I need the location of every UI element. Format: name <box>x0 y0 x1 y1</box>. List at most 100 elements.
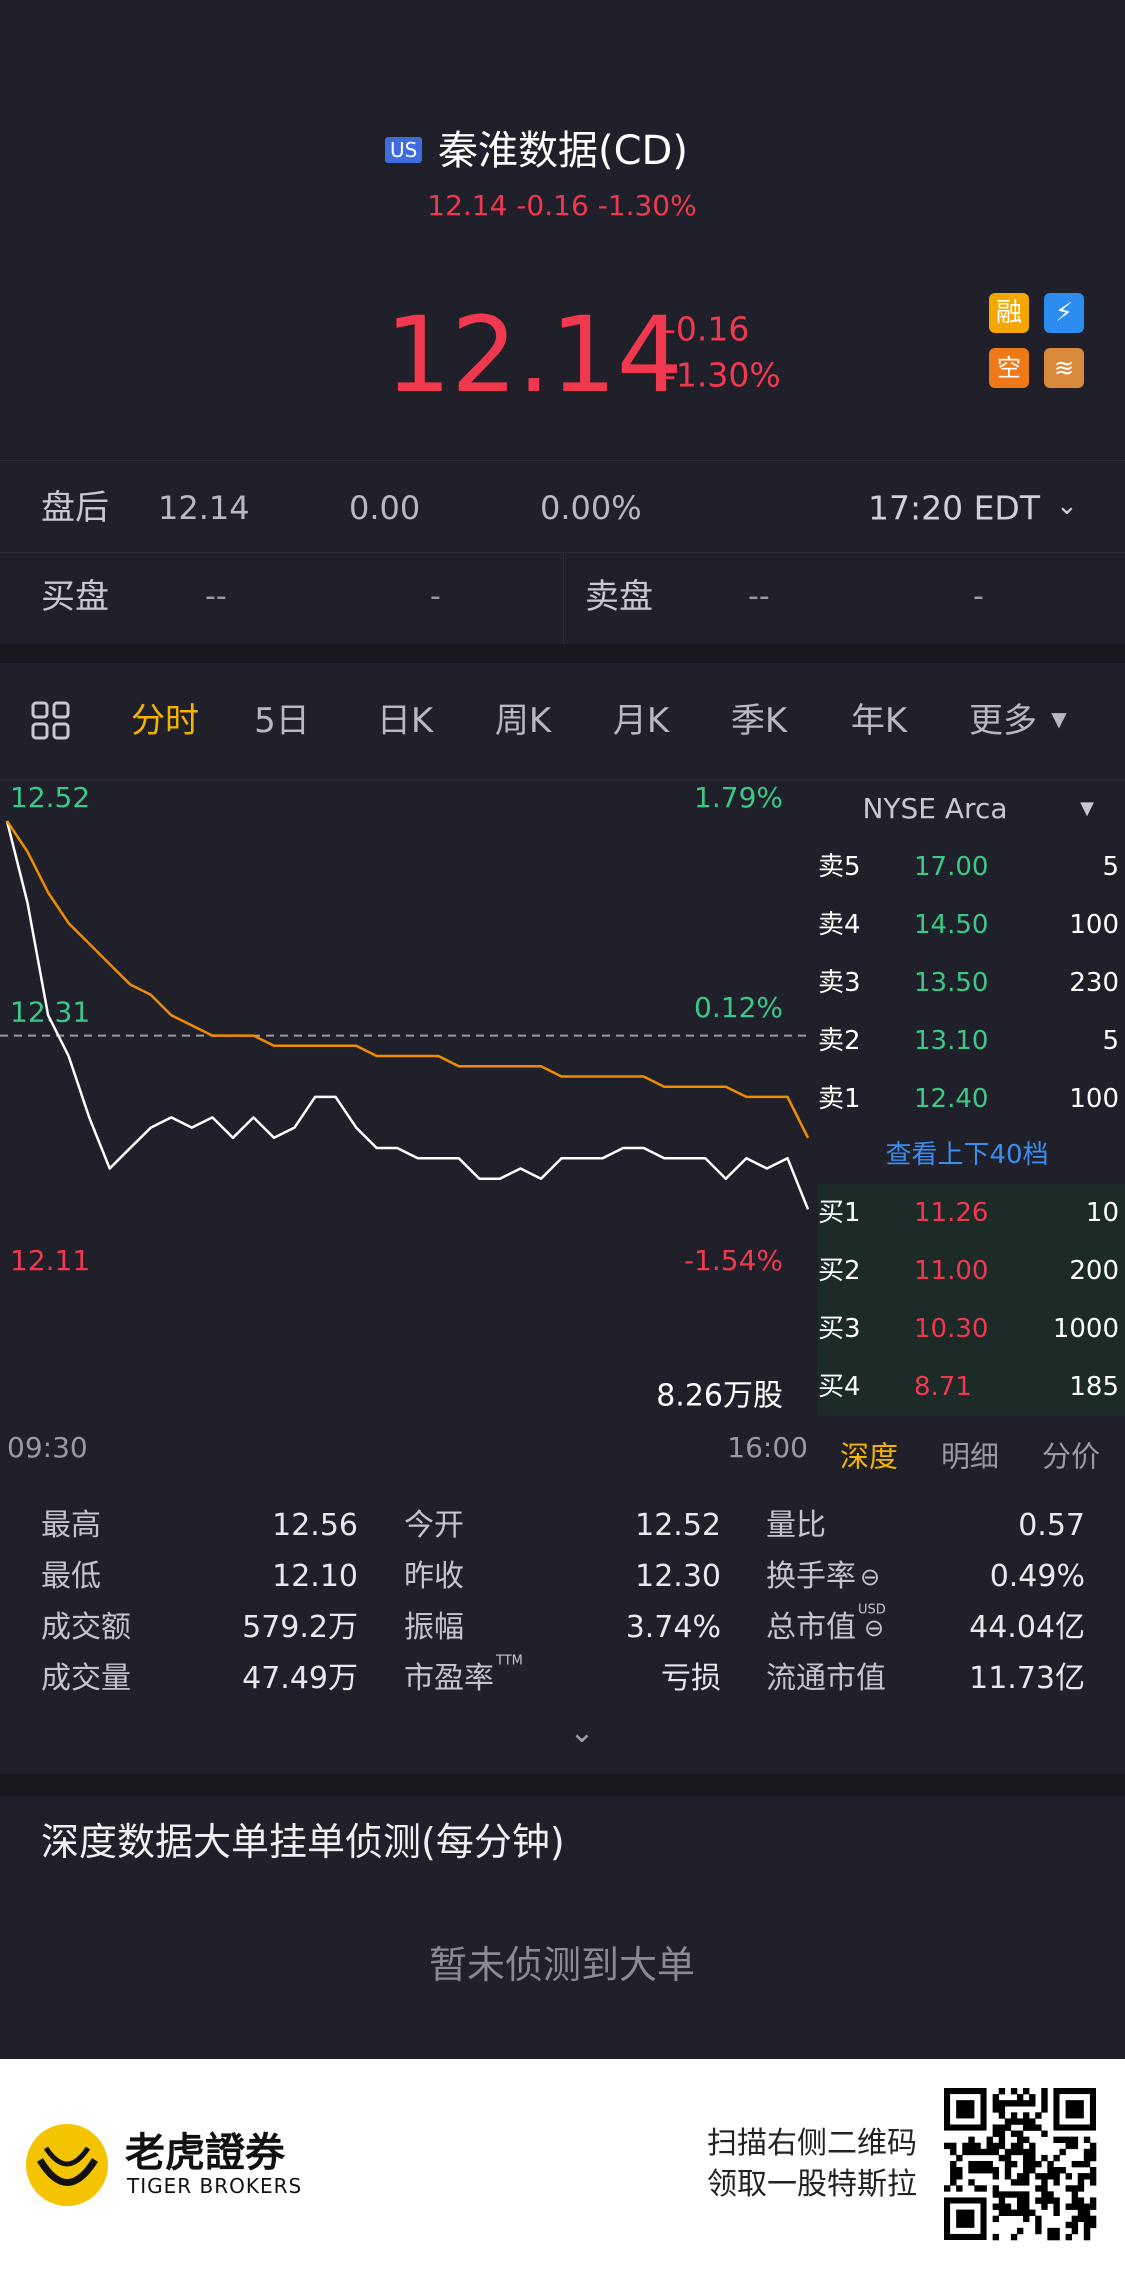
margin-icon[interactable]: 融 <box>989 293 1029 333</box>
header-quote: 12.14 -0.16 -1.30% <box>427 189 697 222</box>
stat-value: 11.73亿 <box>969 1661 1085 1696</box>
promo-line: 领取一股特斯拉 <box>707 2167 917 2202</box>
bid-price: 8.71 <box>914 1372 972 1402</box>
bid-level: 买4 <box>818 1372 861 1402</box>
exchange-arrow[interactable]: ▼ <box>1080 798 1094 819</box>
ask-price: 14.50 <box>914 910 989 940</box>
stat-value: 47.49万 <box>242 1661 358 1696</box>
bid-level: 买2 <box>818 1256 861 1286</box>
bid-size: 1000 <box>1052 1314 1119 1344</box>
divider <box>0 552 1125 553</box>
ask-level: 卖4 <box>818 910 861 940</box>
stat-value: 12.10 <box>272 1559 358 1594</box>
price-line <box>5 820 810 1139</box>
brand-name-en: TIGER BROKERS <box>127 2174 303 2198</box>
stat-value: 3.74% <box>625 1610 721 1645</box>
more-levels[interactable]: 查看上下40档 <box>885 1140 1049 1170</box>
ask-price: 13.10 <box>914 1026 989 1056</box>
section-gap <box>0 644 1125 663</box>
info-icon[interactable]: ⊖ <box>860 1563 881 1591</box>
stat-label: 振幅 <box>404 1610 464 1645</box>
x-tick-label: 09:30 <box>7 1431 88 1464</box>
grid-menu-icon[interactable] <box>31 701 70 740</box>
bid-price: 10.30 <box>914 1314 989 1344</box>
ask-size: 5 <box>1102 852 1119 882</box>
bid-size: 10 <box>1085 1198 1119 1228</box>
stat-value: 44.04亿 <box>969 1610 1085 1645</box>
brand-name: 老虎證券 <box>125 2130 285 2176</box>
bid-label: 买盘 <box>41 577 109 617</box>
ask-price: -- <box>748 579 770 614</box>
tab[interactable]: 周K <box>494 701 552 741</box>
expand-chevron[interactable]: ⌄ <box>569 1715 595 1750</box>
stat-label-sup: TTM <box>496 1653 523 1669</box>
bid-level: 买3 <box>818 1314 861 1344</box>
y2-tick-label: 1.79% <box>694 781 783 814</box>
stat-value: 579.2万 <box>242 1610 358 1645</box>
y2-tick-label: 0.12% <box>694 991 783 1024</box>
stock-title: 秦淮数据(CD) <box>438 128 688 174</box>
tab[interactable]: 日K <box>376 701 434 741</box>
divider <box>563 552 564 644</box>
ask-size: - <box>973 579 984 614</box>
after-hours-label: 盘后 <box>41 488 109 528</box>
y2-tick-label: -1.54% <box>684 1244 783 1277</box>
tab[interactable]: 分时 <box>131 701 199 741</box>
tab-dropdown-arrow[interactable]: ▼ <box>1051 707 1067 731</box>
stat-label: 最高 <box>41 1508 101 1543</box>
after-hours-change: 0.00 <box>349 489 421 527</box>
tab[interactable]: 更多 <box>969 701 1037 741</box>
price-change: -0.16 <box>664 309 750 349</box>
tab[interactable]: 年K <box>850 701 908 741</box>
tab[interactable]: 5日 <box>254 701 310 741</box>
x-tick-label: 16:00 <box>727 1431 808 1464</box>
info-icon[interactable]: ⊖ <box>864 1614 885 1642</box>
divider <box>0 460 1125 461</box>
ask-size: 100 <box>1069 1084 1119 1114</box>
price-change-pct: -1.30% <box>664 355 781 395</box>
stat-label: 总市值 <box>766 1610 856 1645</box>
y-tick-label: 12.52 <box>10 781 90 814</box>
exchange[interactable]: NYSE Arca <box>862 792 1008 825</box>
promo-line: 扫描右侧二维码 <box>707 2126 917 2161</box>
volume-label: 8.26万股 <box>656 1379 783 1414</box>
ask-level: 卖1 <box>818 1084 861 1114</box>
stat-label: 昨收 <box>404 1559 464 1594</box>
short-icon[interactable]: 空 <box>989 348 1029 388</box>
ask-label: 卖盘 <box>585 577 653 617</box>
order-book-tab[interactable]: 深度 <box>839 1439 899 1474</box>
after-hours-price: 12.14 <box>158 489 250 527</box>
detection-empty: 暂未侦测到大单 <box>428 1943 696 1987</box>
stat-label: 换手率 <box>766 1559 856 1594</box>
stat-value: 12.30 <box>635 1559 721 1594</box>
ask-level: 卖3 <box>818 968 861 998</box>
bid-background <box>818 1184 1125 1416</box>
stat-label: 成交量 <box>41 1661 131 1696</box>
stat-value: 0.49% <box>989 1559 1085 1594</box>
stack-icon[interactable]: ≋ <box>1044 348 1084 388</box>
ask-level: 卖5 <box>818 852 861 882</box>
flash-icon[interactable]: ⚡ <box>1044 293 1084 333</box>
dropdown-arrow[interactable]: ⌄ <box>1056 491 1078 521</box>
ask-size: 100 <box>1069 910 1119 940</box>
bid-price: -- <box>205 579 227 614</box>
stat-value: 亏损 <box>661 1661 721 1696</box>
bid-size: 185 <box>1069 1372 1119 1402</box>
last-price: 12.14 <box>385 294 683 416</box>
tab[interactable]: 月K <box>612 701 670 741</box>
order-book-tab[interactable]: 明细 <box>940 1439 1000 1474</box>
after-hours-change-pct: 0.00% <box>540 489 642 527</box>
price-line <box>5 820 810 1210</box>
after-hours-time[interactable]: 17:20 EDT <box>867 488 1040 528</box>
stat-label: 成交额 <box>41 1610 131 1645</box>
stat-label: 最低 <box>41 1559 101 1594</box>
order-book-tab[interactable]: 分价 <box>1041 1439 1101 1474</box>
tab[interactable]: 季K <box>730 701 788 741</box>
y-tick-label: 12.31 <box>10 996 90 1029</box>
bid-price: 11.26 <box>914 1198 989 1228</box>
bid-price: 11.00 <box>914 1256 989 1286</box>
ask-level: 卖2 <box>818 1026 861 1056</box>
stat-label: 流通市值 <box>766 1661 886 1696</box>
ask-size: 5 <box>1102 1026 1119 1056</box>
